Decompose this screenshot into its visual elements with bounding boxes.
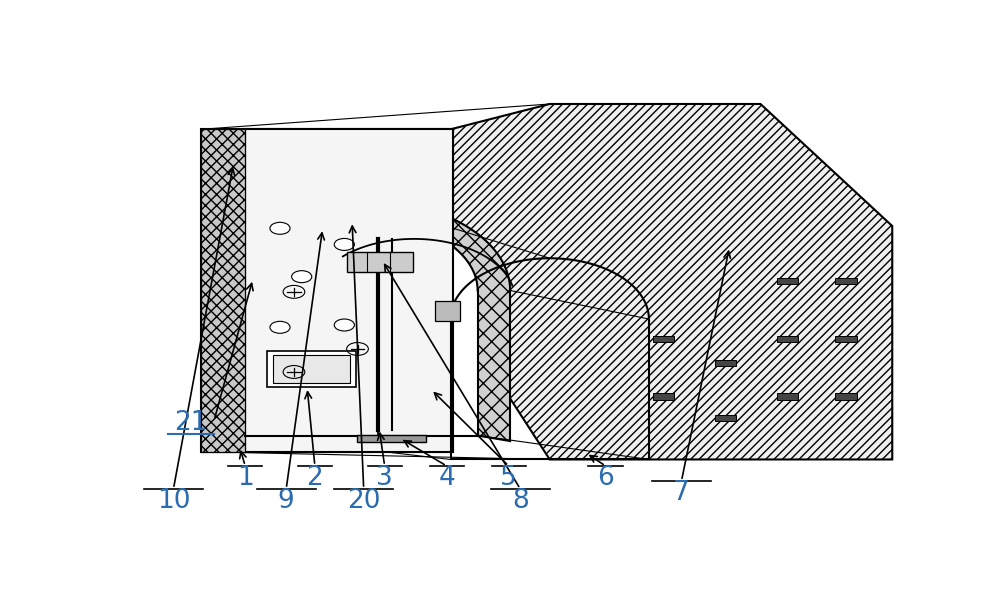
Text: 7: 7: [673, 480, 690, 506]
Polygon shape: [213, 200, 510, 441]
Polygon shape: [245, 219, 478, 435]
Bar: [347, 252, 413, 272]
Text: 8: 8: [512, 488, 529, 514]
Bar: [357, 435, 426, 441]
Circle shape: [270, 321, 290, 333]
Text: 10: 10: [157, 488, 191, 514]
Text: 9: 9: [278, 488, 295, 514]
Circle shape: [270, 222, 290, 234]
Text: 6: 6: [597, 465, 614, 491]
Bar: [715, 359, 736, 366]
Bar: [715, 415, 736, 421]
Text: 5: 5: [500, 465, 517, 491]
Polygon shape: [201, 129, 453, 451]
Polygon shape: [245, 129, 453, 451]
Bar: [273, 355, 350, 383]
Bar: [835, 278, 857, 285]
Bar: [777, 278, 798, 285]
Bar: [777, 335, 798, 342]
Text: 20: 20: [347, 488, 380, 514]
Bar: [267, 351, 356, 387]
Bar: [835, 393, 857, 399]
Text: 2: 2: [306, 465, 323, 491]
Text: 1: 1: [237, 465, 254, 491]
Polygon shape: [201, 129, 245, 451]
Bar: [653, 393, 674, 399]
Bar: [777, 393, 798, 399]
Bar: [435, 301, 460, 321]
Text: 3: 3: [376, 465, 393, 491]
Bar: [835, 335, 857, 342]
Text: 4: 4: [438, 465, 455, 491]
Circle shape: [292, 271, 312, 283]
Circle shape: [334, 239, 354, 251]
Text: 21: 21: [174, 410, 208, 435]
Circle shape: [334, 319, 354, 331]
Bar: [653, 335, 674, 342]
Polygon shape: [450, 104, 892, 459]
